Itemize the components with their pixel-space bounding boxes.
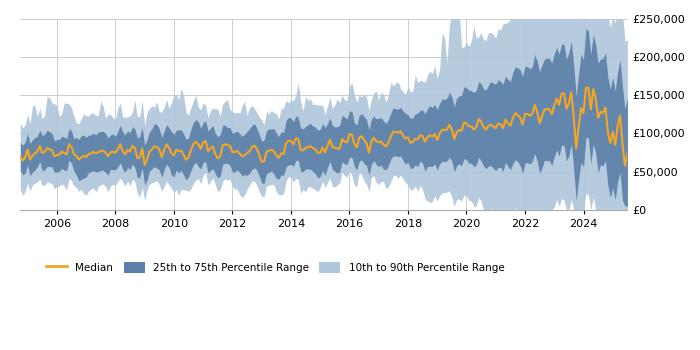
- Legend: Median, 25th to 75th Percentile Range, 10th to 90th Percentile Range: Median, 25th to 75th Percentile Range, 1…: [42, 258, 508, 277]
